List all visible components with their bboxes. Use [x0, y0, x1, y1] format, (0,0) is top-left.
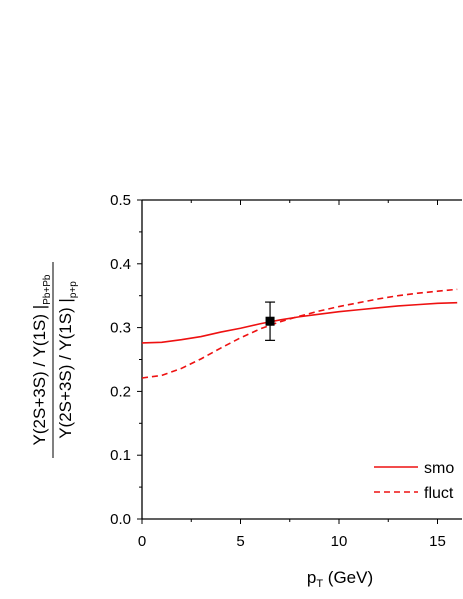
y-tick-label: 0.3: [110, 320, 131, 337]
x-tick-label: 10: [331, 533, 348, 550]
series-line-fluct: [142, 288, 458, 379]
y-tick-label: 0.1: [110, 447, 131, 464]
y-tick-label: 0.2: [110, 383, 131, 400]
y-tick-label: 0.4: [110, 256, 131, 273]
axes: [141, 199, 462, 520]
y-axis-title: Υ(2S+3S) / Υ(1S) |Pb+Pb Υ(2S+3S) / Υ(1S)…: [30, 262, 79, 458]
ticks: 0 5 10 15 0.0 0.1 0.2 0.3 0.4 0.5: [110, 192, 446, 550]
x-axis-title: pT (GeV): [307, 568, 373, 590]
legend-label-smo: smo: [424, 460, 454, 477]
x-tick-label: 15: [429, 533, 446, 550]
legend: smo fluct: [374, 460, 454, 502]
series-layer: [142, 288, 458, 379]
legend-label-fluct: fluct: [424, 485, 454, 502]
data-point-layer: [265, 301, 276, 341]
y-axis-denominator: Υ(2S+3S) / Υ(1S) |p+p: [56, 281, 79, 439]
series-line-smo: [142, 301, 458, 344]
x-tick-label: 0: [138, 533, 146, 550]
data-point-marker: [265, 316, 275, 326]
x-tick-label: 5: [236, 533, 244, 550]
y-axis-numerator: Υ(2S+3S) / Υ(1S) |Pb+Pb: [30, 274, 53, 445]
y-tick-label: 0.0: [110, 511, 131, 528]
y-tick-label: 0.5: [110, 192, 131, 209]
